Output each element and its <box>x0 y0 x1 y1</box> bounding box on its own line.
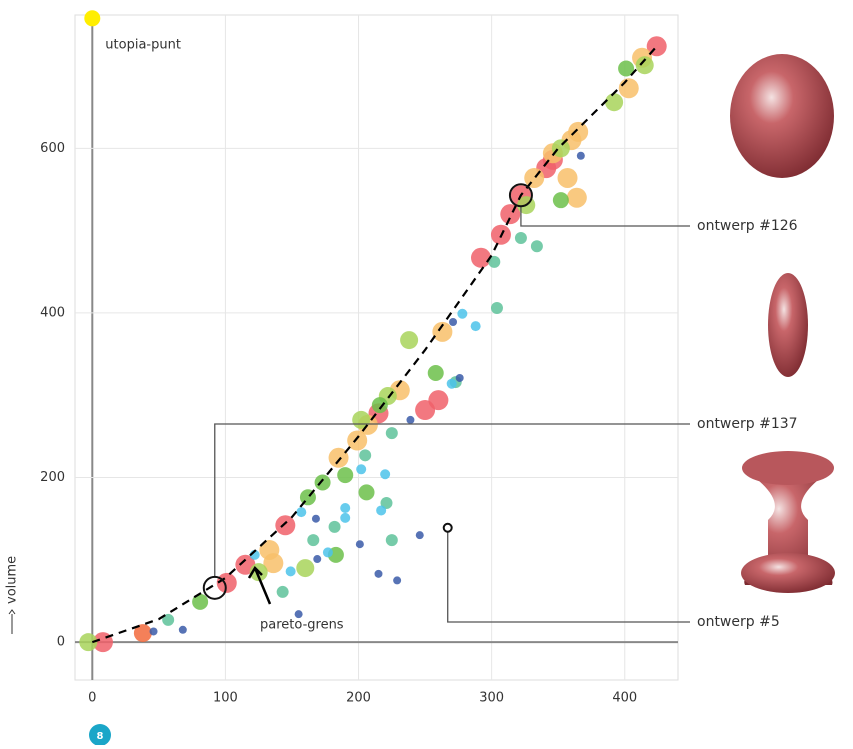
point <box>374 570 382 578</box>
point <box>605 93 623 111</box>
point <box>491 302 503 314</box>
point <box>400 331 418 349</box>
annotation: ontwerp #126 <box>697 218 798 234</box>
point <box>457 309 467 319</box>
y-tick-label: 200 <box>40 470 65 485</box>
x-tick-label: 300 <box>479 691 504 706</box>
point <box>179 626 187 634</box>
point <box>567 188 587 208</box>
point <box>286 566 296 576</box>
point <box>577 152 585 160</box>
point <box>471 248 491 268</box>
point <box>524 168 544 188</box>
point <box>558 168 578 188</box>
point <box>275 515 295 535</box>
annotation: ontwerp #137 <box>697 416 798 432</box>
point <box>340 513 350 523</box>
point <box>277 586 289 598</box>
point <box>553 192 569 208</box>
point <box>406 416 414 424</box>
x-tick-label: 200 <box>346 691 371 706</box>
plot-area <box>75 15 678 680</box>
x-tick-label: 0 <box>88 691 96 706</box>
y-tick-label: 0 <box>57 635 65 650</box>
point <box>217 573 237 593</box>
point <box>386 427 398 439</box>
y-axis-title: volume <box>5 556 20 604</box>
point <box>393 576 401 584</box>
point <box>313 555 321 563</box>
point <box>500 204 520 224</box>
shape-spool <box>741 451 835 593</box>
point <box>323 547 333 557</box>
point <box>456 374 464 382</box>
point <box>568 122 588 142</box>
point <box>386 534 398 546</box>
y-axis-title-group: volume <box>5 556 20 634</box>
arrow-head <box>9 610 15 614</box>
point <box>307 534 319 546</box>
point <box>337 467 353 483</box>
point <box>515 232 527 244</box>
x-tick-label: 400 <box>612 691 637 706</box>
point <box>372 397 388 413</box>
point <box>329 521 341 533</box>
shape-sphere <box>730 54 834 178</box>
point <box>428 365 444 381</box>
point <box>619 78 639 98</box>
point <box>359 484 375 500</box>
point <box>296 559 314 577</box>
point <box>531 240 543 252</box>
badge-text: 8 <box>97 731 104 742</box>
utopia-label: utopia-punt <box>105 38 181 53</box>
point <box>356 540 364 548</box>
pareto-label: pareto-grens <box>260 618 344 633</box>
point <box>471 321 481 331</box>
chart: 0 100 200 300 400 0 200 400 600 pareto-grens utopi… <box>0 0 853 745</box>
utopia-point <box>84 10 100 26</box>
y-tick-label: 400 <box>40 305 65 320</box>
point <box>296 507 306 517</box>
point <box>150 627 158 635</box>
annotation: ontwerp #5 <box>697 614 780 630</box>
x-tick-label: 100 <box>213 691 238 706</box>
point <box>356 464 366 474</box>
point <box>340 503 350 513</box>
point <box>449 318 457 326</box>
point <box>416 531 424 539</box>
point <box>428 390 448 410</box>
point <box>447 379 457 389</box>
point <box>380 469 390 479</box>
point <box>312 515 320 523</box>
point <box>376 505 386 515</box>
shape-ellipsoid <box>768 273 808 377</box>
point <box>359 449 371 461</box>
y-tick-label: 600 <box>40 141 65 156</box>
point <box>315 474 331 490</box>
